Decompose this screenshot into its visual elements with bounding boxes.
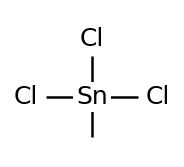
Text: Sn: Sn: [76, 85, 108, 109]
Text: Cl: Cl: [14, 85, 38, 109]
Text: Cl: Cl: [80, 27, 104, 51]
Text: Cl: Cl: [146, 85, 170, 109]
